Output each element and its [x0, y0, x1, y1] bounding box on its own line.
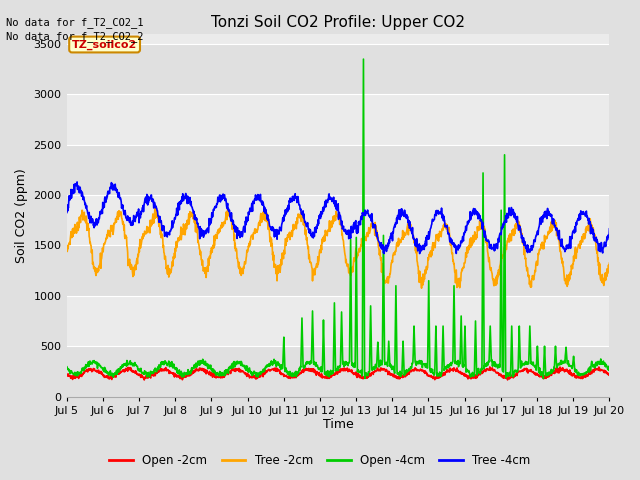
- Text: No data for f_T2_CO2_1: No data for f_T2_CO2_1: [6, 17, 144, 28]
- Y-axis label: Soil CO2 (ppm): Soil CO2 (ppm): [15, 168, 28, 263]
- Text: TZ_soilco2: TZ_soilco2: [72, 39, 137, 49]
- Legend: Open -2cm, Tree -2cm, Open -4cm, Tree -4cm: Open -2cm, Tree -2cm, Open -4cm, Tree -4…: [105, 449, 535, 472]
- Bar: [67, 195, 609, 245]
- Bar: [67, 296, 609, 346]
- Title: Tonzi Soil CO2 Profile: Upper CO2: Tonzi Soil CO2 Profile: Upper CO2: [211, 15, 465, 30]
- Bar: [67, 145, 609, 195]
- Bar: [67, 44, 609, 95]
- Text: No data for f_T2_CO2_2: No data for f_T2_CO2_2: [6, 31, 144, 42]
- Bar: [67, 346, 609, 396]
- X-axis label: Time: Time: [323, 419, 353, 432]
- Bar: [67, 95, 609, 145]
- Bar: [67, 245, 609, 296]
